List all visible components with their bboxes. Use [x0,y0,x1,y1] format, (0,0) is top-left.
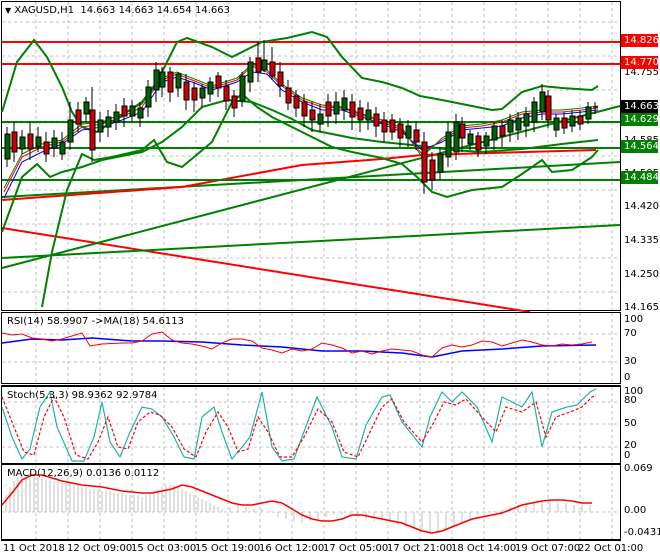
ascending-trendline-lower [1,224,621,259]
rsi-tick: 30 [624,356,637,367]
stochastic-title: Stoch(5,3,3) 98.9362 92.9784 [7,390,158,401]
price-chart-canvas [1,2,621,313]
stoch-tick: 20 [624,440,637,451]
price-tick: 14.420 [624,201,659,212]
time-label: 17 Oct 21:00 [387,543,453,554]
main-chart-panel[interactable]: ▼ XAGUSD,H1 14.663 14.663 14.654 14.663 [1,1,621,313]
price-tick: 14.335 [624,235,659,246]
descending-trendline [1,227,531,313]
price-tick: 14.250 [624,269,659,280]
rsi-canvas [1,313,620,383]
stoch-tick: 80 [624,395,637,406]
rsi-tick: 100 [624,314,644,325]
macd-tick: -0.0431 [624,527,660,538]
macd-panel[interactable]: MACD(12,26,9) 0.0136 0.0112 [1,463,621,541]
stochastic-panel[interactable]: Stoch(5,3,3) 98.9362 92.9784 [1,385,621,464]
triangle-down-icon[interactable]: ▼ [5,6,12,15]
open-value: 14.663 [80,5,116,16]
time-label: 16 Oct 12:00 [259,543,325,554]
chart-header: ▼ XAGUSD,H1 14.663 14.663 14.654 14.663 [5,5,230,16]
price-tick: 14.755 [624,67,659,78]
macd-tick: 0.00 [624,505,647,516]
candlesticks [4,40,598,194]
symbol-label: XAGUSD,H1 [14,5,75,16]
macd-title: MACD(12,26,9) 0.0136 0.0112 [7,468,160,479]
price-tick: 14.165 [624,302,659,313]
rsi-tick: 70 [624,328,637,339]
bollinger-bands [1,30,599,308]
price-tag-14484: 14.484 [621,171,659,184]
price-tag-14826: 14.826 [621,34,659,47]
stoch-tick: 0 [624,450,631,461]
macd-canvas [1,465,620,540]
price-tag-14770: 14.770 [621,56,659,69]
rsi-tick: 0 [624,372,631,383]
time-label: 18 Oct 14:00 [451,543,517,554]
price-tag-14629: 14.629 [621,113,659,126]
time-label: 17 Oct 05:00 [323,543,389,554]
stoch-tick: 50 [624,418,637,429]
time-label: 12 Oct 09:00 [67,543,133,554]
ascending-trendline-steep [1,105,621,269]
macd-tick: 0.069 [624,463,653,474]
stochastic-canvas [1,387,620,463]
price-tag-14564: 14.564 [621,140,659,153]
time-label: 11 Oct 2018 [3,543,65,554]
time-label: 22 Oct 01:00 [578,543,644,554]
rsi-panel[interactable]: RSI(14) 58.9907 ->MA(18) 54.6113 [1,312,621,384]
time-label: 15 Oct 03:00 [131,543,197,554]
macd-signal-line [1,474,592,534]
time-label: 19 Oct 07:00 [515,543,581,554]
rsi-title: RSI(14) 58.9907 ->MA(18) 54.6113 [7,316,184,327]
stoch-tick: 100 [624,386,644,397]
grid [2,2,620,310]
time-label: 15 Oct 19:00 [195,543,261,554]
close-value: 14.663 [194,5,230,16]
time-axis-line [1,539,621,540]
price-tag-current: 14.663 [621,100,659,113]
low-value: 14.654 [156,5,192,16]
macd-histogram [5,473,591,533]
high-value: 14.663 [118,5,154,16]
